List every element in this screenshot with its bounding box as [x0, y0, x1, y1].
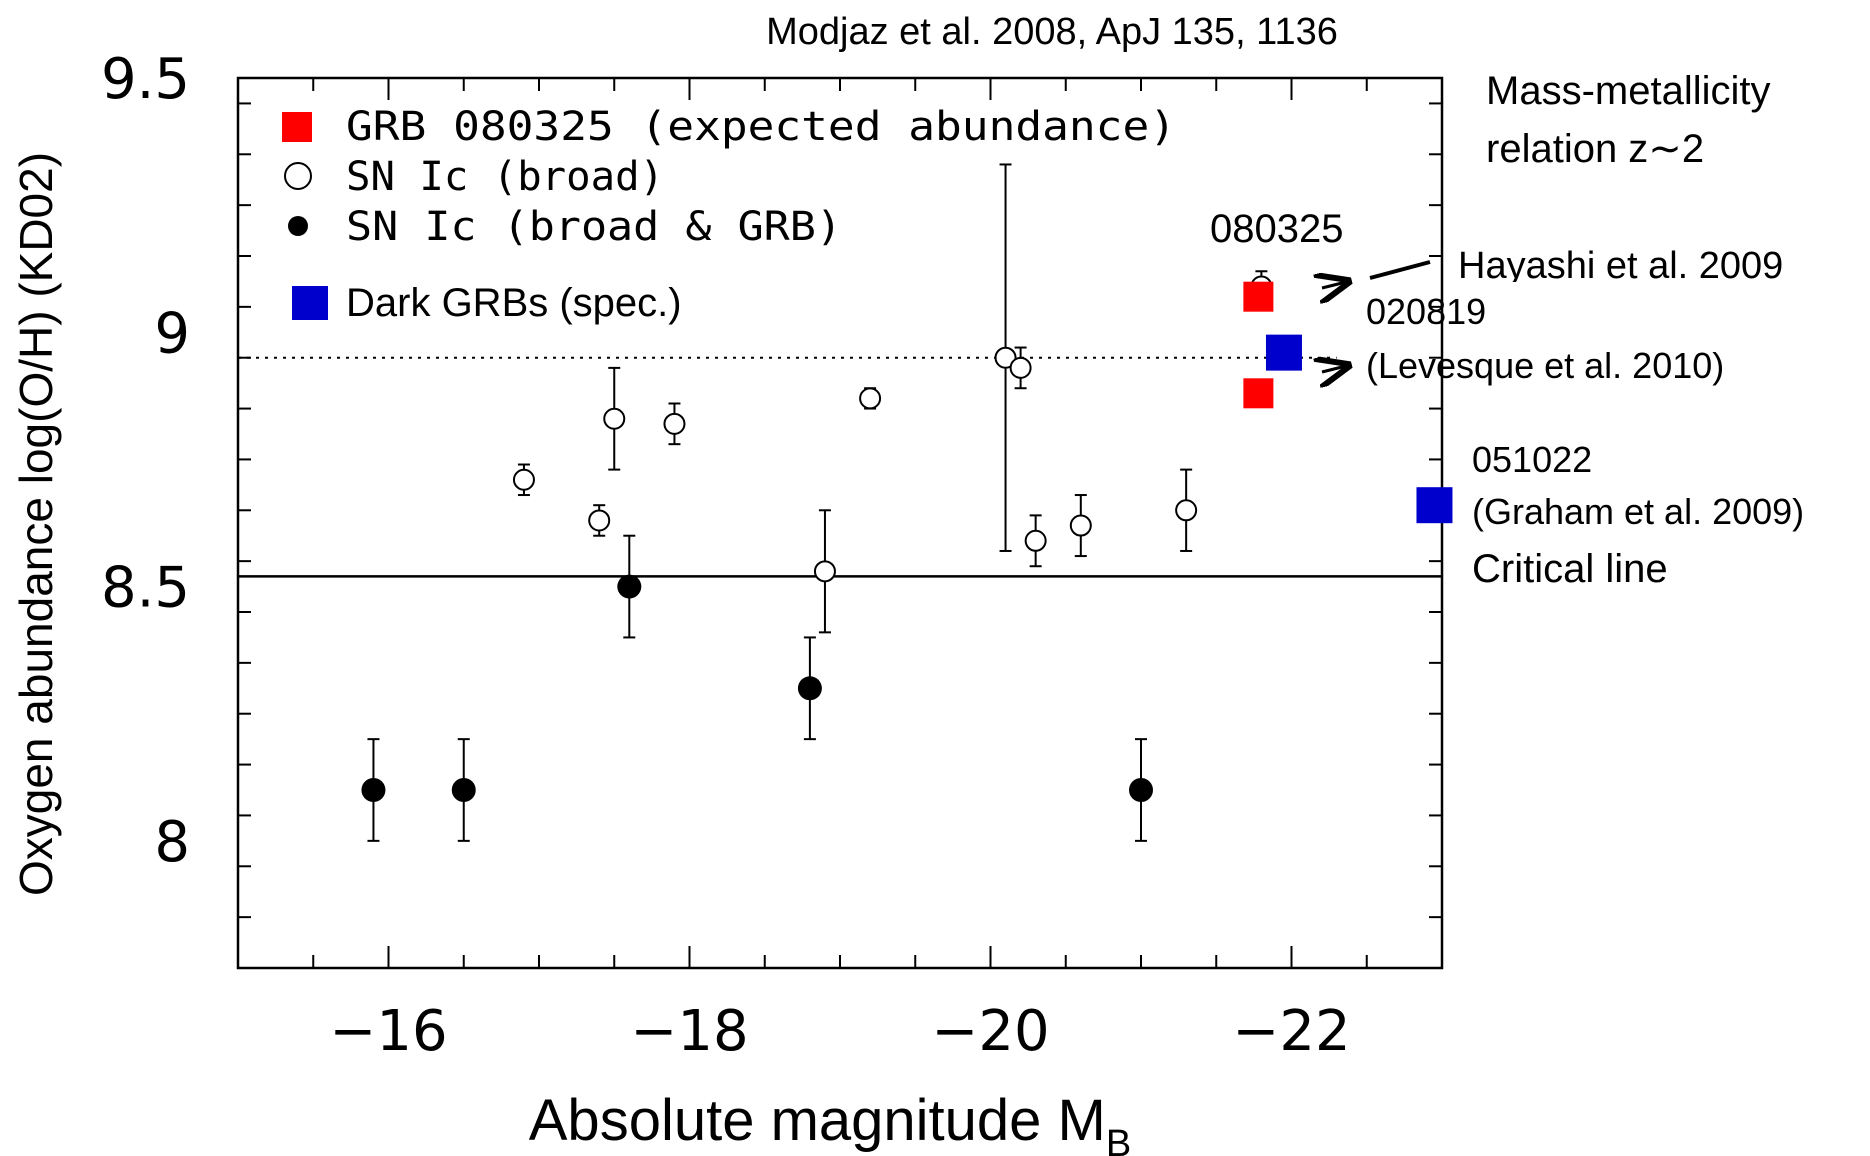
grb051022-ref: (Graham et al. 2009) — [1472, 491, 1804, 532]
x-tick-labels: −16 −18 −20 −22 — [329, 999, 1350, 1064]
sn-broad-grb-point — [1129, 778, 1153, 802]
legend-marker-sn-broad-grb — [288, 216, 308, 236]
legend-marker-dark-grbs — [292, 286, 328, 320]
mass-metallicity-label-line1: Mass-metallicity — [1486, 69, 1770, 113]
hayashi-label: Hayashi et al. 2009 — [1458, 245, 1783, 287]
sn-broad-point — [588, 509, 611, 532]
sn-broad-point — [859, 387, 882, 410]
legend-marker-grb080325 — [282, 112, 312, 142]
grb020819-name: 020819 — [1366, 291, 1486, 332]
x-tick-label: −16 — [329, 999, 447, 1064]
y-tick-label: 9 — [154, 301, 190, 366]
sn-broad-point — [663, 412, 686, 435]
arrow-to-grb080325-lower — [1322, 366, 1346, 372]
legend-label-sn-broad: SN Ic (broad) — [346, 154, 664, 200]
arrow-to-grb080325 — [1322, 282, 1346, 288]
x-axis-label: Absolute magnitude MB — [529, 1088, 1131, 1156]
y-tick-label: 8.5 — [101, 556, 190, 621]
dark-grb-point — [1265, 334, 1302, 371]
chart-title: Modjaz et al. 2008, ApJ 135, 1136 — [766, 11, 1338, 53]
overlap-mask — [1448, 282, 1868, 294]
sn-broad-point — [813, 560, 836, 583]
sn-broad-point — [1175, 499, 1198, 522]
y-tick-label: 8 — [154, 810, 190, 875]
sn-broad-point — [1069, 514, 1092, 537]
legend-label-grb080325: GRB 080325 (expected abundance) — [346, 104, 1176, 150]
hayashi-pointer — [1369, 260, 1431, 280]
sn-broad-grb-point — [797, 676, 822, 701]
sn-broad-point — [603, 407, 626, 430]
legend-label-sn-broad-grb: SN Ic (broad & GRB) — [346, 204, 842, 250]
grb080325-point — [1243, 281, 1274, 312]
sn-broad-point — [994, 346, 1017, 369]
x-axis-label-subscript: B — [1106, 1123, 1131, 1156]
annotations: Mass-metallicity relation z∼2 080325 Hay… — [1210, 69, 1868, 591]
sn-broad-point — [512, 468, 535, 491]
data-points — [361, 163, 1453, 842]
x-tick-label: −18 — [630, 999, 748, 1064]
sn-broad-point — [1009, 356, 1032, 379]
mass-metallicity-label-line2: relation z∼2 — [1486, 127, 1704, 171]
x-tick-label: −20 — [931, 999, 1049, 1064]
grb080325-label: 080325 — [1210, 207, 1343, 251]
x-tick-label: −22 — [1232, 999, 1350, 1064]
sn-broad-grb-point — [361, 778, 386, 802]
sn-broad-grb-point — [451, 778, 476, 802]
sn-broad-grb-point — [617, 574, 642, 599]
y-tick-labels: 8 8.5 9 9.5 — [101, 47, 190, 875]
critical-line-label: Critical line — [1472, 547, 1668, 591]
dark-grb-point — [1416, 487, 1453, 524]
grb020819-ref: (Levesque et al. 2010) — [1366, 345, 1724, 386]
y-axis-label: Oxygen abundance log(O/H) (KD02) — [10, 152, 62, 896]
legend-marker-sn-broad — [284, 162, 312, 190]
grb051022-name: 051022 — [1472, 439, 1592, 480]
legend: GRB 080325 (expected abundance) SN Ic (b… — [282, 104, 1176, 325]
sn-broad-point — [1024, 529, 1047, 552]
legend-label-dark-grbs: Dark GRBs (spec.) — [346, 281, 682, 325]
y-tick-label: 9.5 — [101, 47, 190, 112]
grb080325-point — [1243, 378, 1274, 409]
